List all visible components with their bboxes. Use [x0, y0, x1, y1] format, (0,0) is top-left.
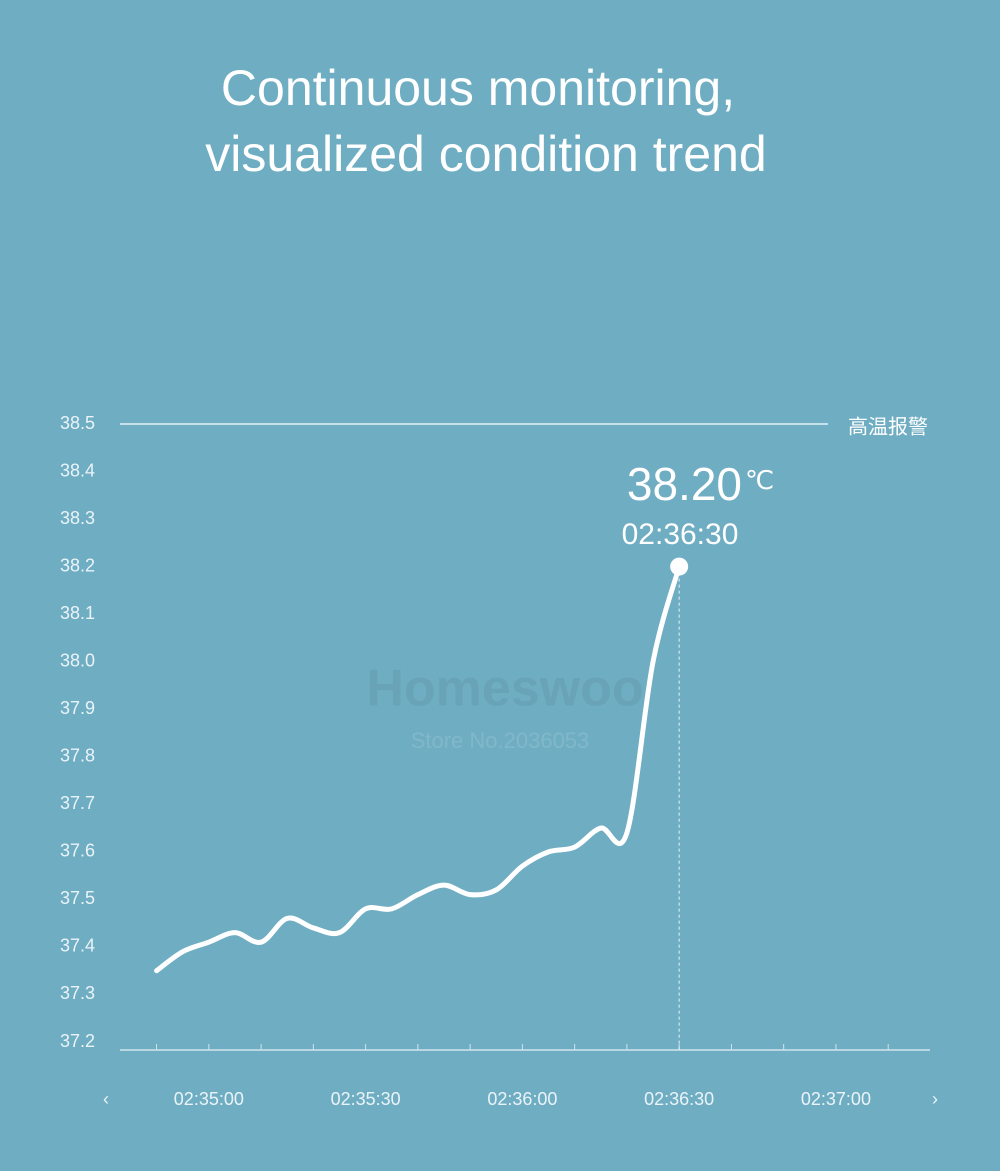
highlight-unit: ℃: [745, 465, 774, 495]
y-tick-label: 37.2: [60, 1031, 95, 1051]
x-tick-label: 02:35:30: [331, 1089, 401, 1109]
highlight-time: 02:36:30: [622, 518, 739, 551]
y-tick-label: 37.6: [60, 841, 95, 861]
y-tick-label: 38.0: [60, 650, 95, 670]
x-tick-label: 02:37:00: [801, 1089, 871, 1109]
highlight-value: 38.20: [627, 458, 742, 510]
y-tick-label: 38.2: [60, 555, 95, 575]
prev-button[interactable]: ‹: [103, 1089, 109, 1109]
watermark: Homeswoo: [366, 660, 643, 718]
y-tick-label: 38.4: [60, 460, 95, 480]
x-tick-label: 02:36:30: [644, 1089, 714, 1109]
y-tick-label: 38.1: [60, 603, 95, 623]
y-tick-label: 38.5: [60, 413, 95, 433]
y-tick-label: 37.9: [60, 698, 95, 718]
y-tick-label: 37.5: [60, 888, 95, 908]
y-tick-label: 37.8: [60, 746, 95, 766]
threshold-label: 高温报警: [848, 415, 928, 438]
y-tick-label: 38.3: [60, 508, 95, 528]
y-tick-label: 37.3: [60, 983, 95, 1003]
y-tick-label: 37.7: [60, 793, 95, 813]
highlight-point: [670, 557, 689, 576]
x-tick-label: 02:35:00: [174, 1089, 244, 1109]
series-line: [154, 564, 682, 974]
title-line: visualized condition trend: [205, 126, 766, 182]
watermark: Store No.2036053: [411, 728, 590, 753]
next-button[interactable]: ›: [932, 1089, 938, 1109]
y-tick-label: 37.4: [60, 936, 95, 956]
x-tick-label: 02:36:00: [487, 1089, 557, 1109]
title-line: Continuous monitoring,: [221, 60, 735, 116]
